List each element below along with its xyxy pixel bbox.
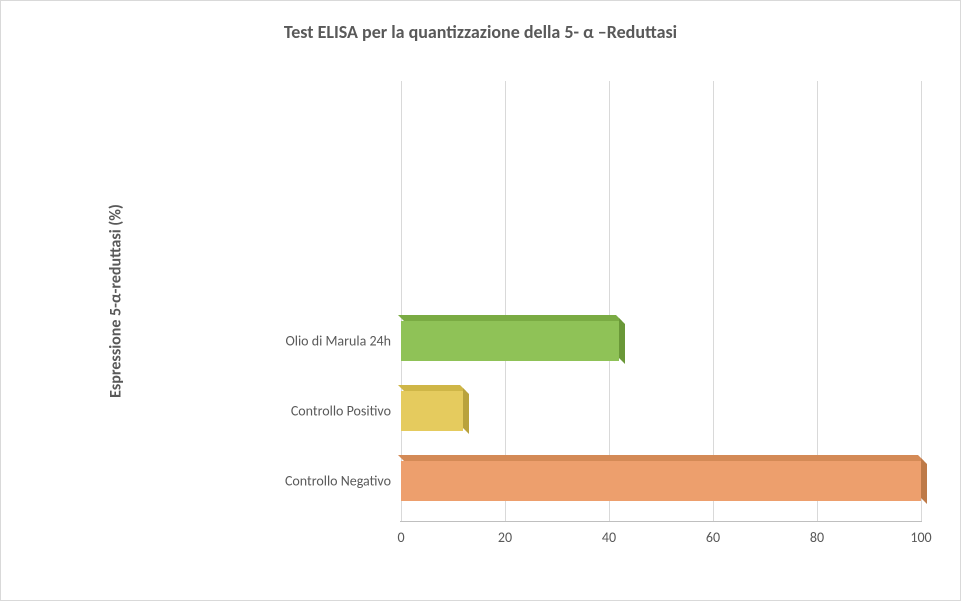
category-label: Olio di Marula 24h <box>285 333 391 350</box>
bar <box>401 461 921 501</box>
bar-top-face <box>398 455 924 461</box>
chart-container: Test ELISA per la quantizzazione della 5… <box>0 0 961 601</box>
bar-top-face <box>398 385 466 391</box>
bar-side-face <box>463 388 469 434</box>
bar <box>401 391 463 431</box>
x-tick-label: 40 <box>602 529 616 546</box>
bar-side-face <box>921 458 927 504</box>
bar <box>401 321 619 361</box>
bar-side-face <box>619 318 625 364</box>
category-label: Controllo Positivo <box>291 403 391 420</box>
category-label: Controllo Negativo <box>285 473 391 490</box>
x-tick-label: 60 <box>706 529 720 546</box>
plot-area: 020406080100Controllo NegativoControllo … <box>401 81 921 521</box>
bar-face <box>401 321 619 361</box>
x-axis-line <box>400 521 922 522</box>
x-tick-label: 20 <box>498 529 512 546</box>
bar-face <box>401 391 463 431</box>
gridline <box>921 81 922 521</box>
bar-top-face <box>398 315 622 321</box>
bar-face <box>401 461 921 501</box>
chart-title: Test ELISA per la quantizzazione della 5… <box>1 21 960 43</box>
x-tick-label: 100 <box>910 529 931 546</box>
y-axis-label: Espressione 5-α-reduttasi (%) <box>106 204 125 398</box>
x-tick-label: 0 <box>397 529 404 546</box>
x-tick-label: 80 <box>810 529 824 546</box>
